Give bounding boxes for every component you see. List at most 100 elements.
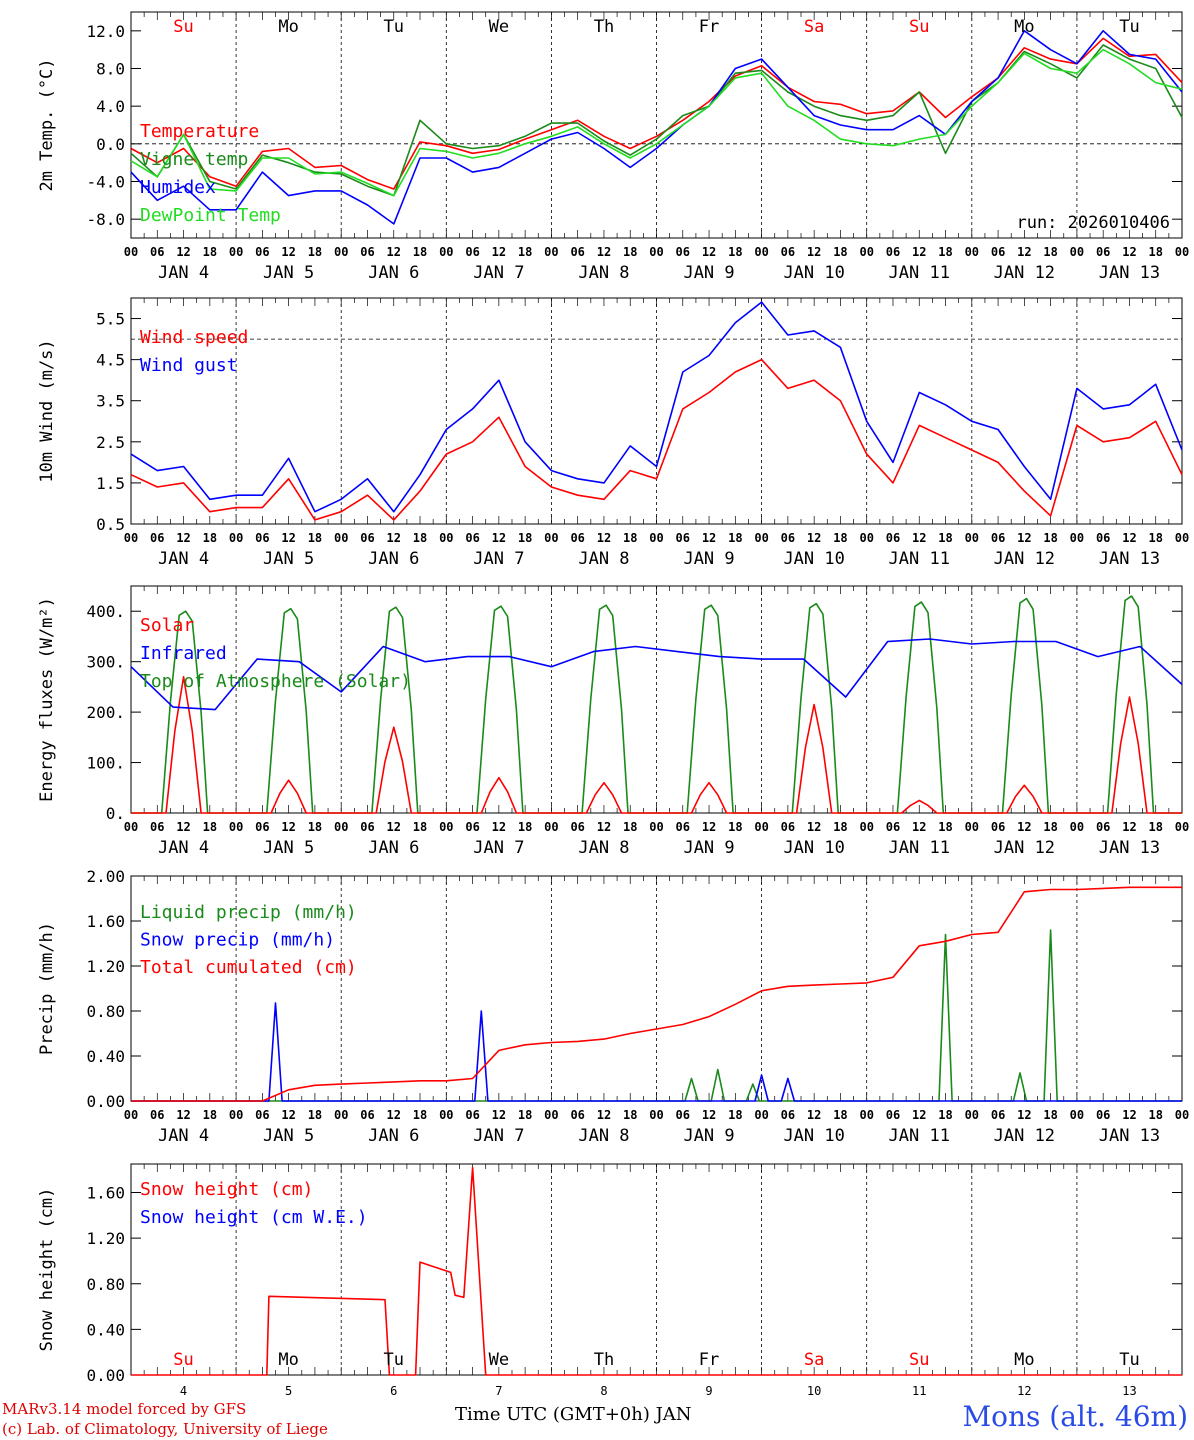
y-tick-label: 2.00 bbox=[86, 867, 125, 886]
hour-tick-label: 12 bbox=[702, 820, 716, 834]
hour-tick-label: 12 bbox=[597, 531, 611, 545]
legend-entry: Snow height (cm W.E.) bbox=[140, 1207, 368, 1228]
hour-tick-label: 00 bbox=[334, 531, 348, 545]
hour-tick-label: 00 bbox=[754, 820, 768, 834]
panel-5: 0.00 0.40 0.80 1.20 1.60 Snow height (cm) Su Mo… bbox=[37, 1163, 1183, 1398]
y-tick-label: 100. bbox=[86, 754, 125, 773]
hour-tick-label: 18 bbox=[413, 1108, 427, 1122]
y-axis-label: 2m Temp. (°C) bbox=[37, 58, 57, 191]
weekday-label: Sa bbox=[804, 1350, 824, 1370]
hour-tick-label: 00 bbox=[1175, 820, 1189, 834]
hour-tick-label: 00 bbox=[229, 531, 243, 545]
weekday-label: Tu bbox=[1119, 17, 1139, 37]
hour-tick-label: 12 bbox=[1017, 245, 1031, 259]
hour-tick-label: 12 bbox=[176, 245, 190, 259]
hour-tick-label: 06 bbox=[1096, 820, 1110, 834]
hour-tick-label: 00 bbox=[754, 245, 768, 259]
date-label: JAN 11 bbox=[889, 1126, 950, 1146]
hour-tick-label: 12 bbox=[492, 1108, 506, 1122]
y-tick-label: 0.00 bbox=[86, 1092, 125, 1111]
hour-tick-label: 06 bbox=[570, 531, 584, 545]
hour-tick-label: 18 bbox=[938, 1108, 952, 1122]
hour-tick-label: 06 bbox=[465, 531, 479, 545]
y-tick-label: 0.40 bbox=[86, 1320, 125, 1339]
legend-entry: Top of Atmosphere (Solar) bbox=[140, 671, 411, 692]
hour-tick-label: 00 bbox=[124, 531, 138, 545]
hour-tick-label: 12 bbox=[807, 531, 821, 545]
hour-tick-label: 00 bbox=[965, 245, 979, 259]
date-label: JAN 6 bbox=[368, 1126, 419, 1146]
weekday-label: Mo bbox=[1014, 17, 1034, 37]
weekday-label: Su bbox=[173, 1350, 193, 1370]
hour-tick-label: 18 bbox=[938, 820, 952, 834]
hour-tick-label: 12 bbox=[597, 245, 611, 259]
series-line-solar bbox=[131, 676, 1182, 814]
y-tick-label: 300. bbox=[86, 653, 125, 672]
hour-tick-label: 06 bbox=[570, 245, 584, 259]
hour-tick-label: 00 bbox=[965, 820, 979, 834]
legend-entry: Solar bbox=[140, 615, 194, 636]
hour-tick-label: 12 bbox=[387, 531, 401, 545]
hour-tick-label: 12 bbox=[807, 820, 821, 834]
hour-tick-label: 12 bbox=[807, 245, 821, 259]
hour-tick-label: 00 bbox=[649, 820, 663, 834]
hour-tick-label: 12 bbox=[1122, 531, 1136, 545]
hour-tick-label: 06 bbox=[1096, 245, 1110, 259]
y-tick-label: 2.5 bbox=[96, 433, 125, 452]
hour-tick-label: 00 bbox=[544, 245, 558, 259]
hour-tick-label: 18 bbox=[1043, 245, 1057, 259]
hour-tick-label: 00 bbox=[965, 1108, 979, 1122]
y-tick-label: 200. bbox=[86, 703, 125, 722]
hour-tick-label: 12 bbox=[702, 1108, 716, 1122]
hour-tick-label: 18 bbox=[623, 531, 637, 545]
hour-tick-label: 12 bbox=[912, 531, 926, 545]
credit-line-1: MARv3.14 model forced by GFS bbox=[2, 1400, 247, 1418]
date-label: JAN 11 bbox=[889, 838, 950, 858]
hour-tick-label: 06 bbox=[676, 245, 690, 259]
day-number-label: 7 bbox=[495, 1384, 502, 1398]
hour-tick-label: 18 bbox=[518, 1108, 532, 1122]
weekday-label: Th bbox=[594, 1350, 614, 1370]
hour-tick-label: 06 bbox=[886, 1108, 900, 1122]
date-label: JAN 5 bbox=[263, 1126, 314, 1146]
hour-tick-label: 00 bbox=[334, 1108, 348, 1122]
day-number-label: 10 bbox=[807, 1384, 821, 1398]
date-label: JAN 6 bbox=[368, 838, 419, 858]
date-label: JAN 5 bbox=[263, 263, 314, 283]
y-tick-label: 0. bbox=[106, 804, 125, 823]
hour-tick-label: 12 bbox=[912, 245, 926, 259]
hour-tick-label: 00 bbox=[754, 531, 768, 545]
hour-tick-label: 06 bbox=[781, 531, 795, 545]
hour-tick-label: 06 bbox=[886, 820, 900, 834]
date-label: JAN 7 bbox=[473, 1126, 524, 1146]
hour-tick-label: 06 bbox=[465, 245, 479, 259]
y-tick-label: 1.60 bbox=[86, 912, 125, 931]
hour-tick-label: 00 bbox=[754, 1108, 768, 1122]
y-tick-label: 0.5 bbox=[96, 515, 125, 534]
weekday-label: Sa bbox=[804, 17, 824, 37]
y-tick-label: 1.20 bbox=[86, 1229, 125, 1248]
weekday-label: We bbox=[489, 1350, 509, 1370]
hour-tick-label: 18 bbox=[728, 245, 742, 259]
hour-tick-label: 12 bbox=[492, 531, 506, 545]
date-label: JAN 12 bbox=[994, 549, 1055, 569]
hour-tick-label: 12 bbox=[281, 1108, 295, 1122]
hour-tick-label: 12 bbox=[492, 820, 506, 834]
legend-entry: Total cumulated (cm) bbox=[140, 957, 357, 978]
date-label: JAN 8 bbox=[578, 1126, 629, 1146]
hour-tick-label: 00 bbox=[124, 820, 138, 834]
weekday-label: Tu bbox=[384, 17, 404, 37]
hour-tick-label: 18 bbox=[203, 245, 217, 259]
hour-tick-label: 00 bbox=[124, 245, 138, 259]
hour-tick-label: 06 bbox=[360, 820, 374, 834]
panel-1: -8.0 -4.0 0.0 4.0 8.0 12.0 2m Temp. (°C) 00 06 12… bbox=[37, 11, 1189, 283]
legend-entry: Wind gust bbox=[140, 355, 238, 376]
y-tick-label: 0.80 bbox=[86, 1275, 125, 1294]
hour-tick-label: 00 bbox=[1175, 245, 1189, 259]
hour-tick-label: 00 bbox=[859, 531, 873, 545]
hour-tick-label: 18 bbox=[203, 820, 217, 834]
legend-entry: Liquid precip (mm/h) bbox=[140, 902, 357, 923]
station-name: Mons (alt. 46m) bbox=[962, 1400, 1188, 1433]
hour-tick-label: 18 bbox=[1148, 1108, 1162, 1122]
hour-tick-label: 18 bbox=[518, 531, 532, 545]
